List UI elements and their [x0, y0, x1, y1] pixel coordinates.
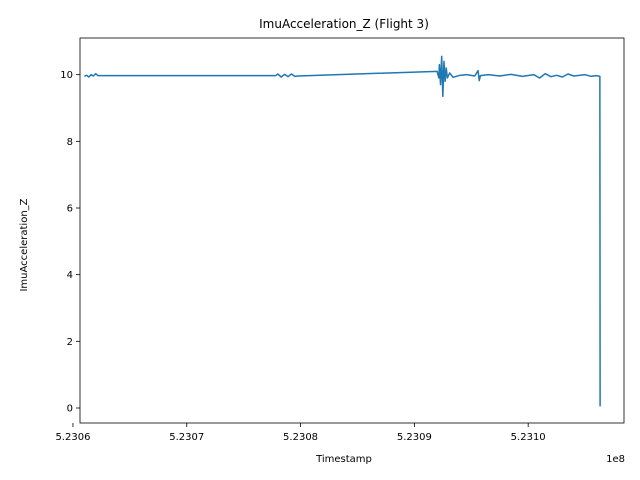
y-tick-label: 4: [67, 270, 73, 281]
x-tick-label: 5.2309: [397, 432, 432, 443]
y-tick-label: 2: [67, 337, 73, 348]
y-tick-label: 0: [67, 404, 73, 415]
x-axis-label: Timestamp: [315, 454, 372, 465]
y-tick-label: 10: [60, 70, 73, 81]
chart-title: ImuAcceleration_Z (Flight 3): [259, 17, 429, 31]
x-tick-label: 5.2306: [55, 432, 90, 443]
y-tick-label: 6: [67, 204, 73, 215]
series-line-0: [84, 55, 601, 407]
axes-frame: [79, 37, 625, 424]
x-tick-label: 5.2307: [169, 432, 204, 443]
x-offset-label: 1e8: [606, 454, 625, 465]
y-axis-label: ImuAcceleration_Z: [19, 198, 30, 291]
y-tick-label: 8: [67, 137, 73, 148]
x-tick-label: 5.2310: [511, 432, 546, 443]
x-axis: 5.2306 5.2307 5.2308 5.2309 5.2310: [55, 423, 546, 443]
y-axis: 0 2 4 6 8 10: [60, 70, 80, 415]
plot-area: [79, 37, 625, 424]
x-tick-label: 5.2308: [283, 432, 318, 443]
